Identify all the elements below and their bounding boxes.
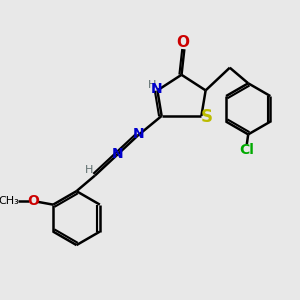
Text: O: O bbox=[176, 35, 189, 50]
Text: CH₃: CH₃ bbox=[0, 196, 20, 206]
Text: N: N bbox=[112, 147, 124, 161]
Text: N: N bbox=[133, 128, 145, 141]
Text: N: N bbox=[151, 82, 163, 96]
Text: O: O bbox=[27, 194, 39, 208]
Text: H: H bbox=[148, 80, 157, 90]
Text: H: H bbox=[85, 165, 93, 175]
Text: Cl: Cl bbox=[239, 143, 254, 157]
Text: S: S bbox=[201, 107, 213, 125]
